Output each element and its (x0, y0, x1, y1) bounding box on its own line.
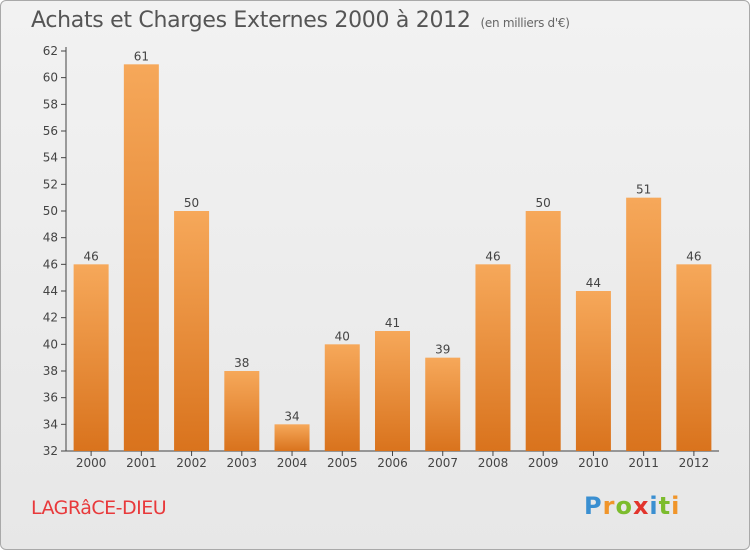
logo-letter: t (658, 492, 672, 520)
logo-letter: o (615, 492, 633, 520)
bar (324, 344, 360, 451)
bar-value-label: 39 (435, 343, 450, 357)
bar-value-label: 38 (234, 356, 249, 370)
x-tick-label: 2000 (76, 456, 107, 470)
y-tick-label: 32 (43, 444, 58, 458)
logo-letter: r (602, 492, 616, 520)
y-tick-label: 50 (43, 204, 58, 218)
bar-value-label: 40 (335, 329, 350, 343)
bar-value-label: 46 (485, 249, 500, 263)
y-tick-label: 36 (43, 391, 58, 405)
logo-letter: i (671, 492, 681, 520)
bar (575, 291, 611, 451)
bar (626, 197, 662, 451)
axis-layer: 32 34 36 38 40 42 44 46 48 50 52 54 56 58 60 62 2000 2001… (43, 44, 719, 470)
bar (375, 331, 410, 451)
bar-value-label: 50 (184, 196, 199, 210)
x-tick-label: 2005 (327, 456, 358, 470)
y-tick-label: 52 (43, 177, 58, 191)
logo-letter: x (632, 492, 650, 520)
bar-value-label: 46 (83, 249, 98, 263)
y-tick-label: 58 (43, 97, 58, 111)
y-tick-label: 34 (43, 417, 58, 431)
x-tick-label: 2008 (478, 456, 509, 470)
x-tick-label: 2006 (377, 456, 408, 470)
x-tick-label: 2010 (578, 456, 609, 470)
x-tick-label: 2002 (176, 456, 207, 470)
y-tick-label: 40 (43, 337, 58, 351)
proxiti-logo[interactable]: Proxiti (584, 492, 680, 520)
y-tick-label: 54 (43, 151, 58, 165)
bar (274, 424, 310, 451)
commune-name: LAGRâCE-DIEU (31, 497, 167, 519)
y-tick-label: 62 (43, 44, 58, 58)
bar-value-label: 51 (636, 183, 651, 197)
bar (73, 264, 109, 451)
x-tick-label: 2001 (126, 456, 157, 470)
x-tick-label: 2007 (427, 456, 458, 470)
y-tick-label: 56 (43, 124, 58, 138)
x-tick-label: 2009 (528, 456, 559, 470)
x-tick-label: 2012 (679, 456, 710, 470)
bar-value-label: 44 (586, 276, 601, 290)
chart-title-text: Achats et Charges Externes 2000 à 2012 (31, 8, 471, 33)
y-tick-label: 46 (43, 257, 58, 271)
bar (475, 264, 511, 451)
bar (676, 264, 712, 451)
y-tick-label: 42 (43, 311, 58, 325)
y-tick-label: 60 (43, 71, 58, 85)
y-tick-label: 48 (43, 231, 58, 245)
x-tick-label: 2003 (227, 456, 258, 470)
y-tick-label: 44 (43, 284, 58, 298)
logo-letter: i (649, 492, 659, 520)
logo-letter: P (584, 492, 603, 520)
chart-title: Achats et Charges Externes 2000 à 2012 (e… (31, 8, 570, 33)
x-tick-label: 2011 (628, 456, 659, 470)
bar (425, 357, 461, 451)
y-tick-label: 38 (43, 364, 58, 378)
bar-value-label: 41 (385, 316, 400, 330)
chart-subtitle: (en milliers d'€) (480, 16, 570, 30)
bar (525, 211, 561, 451)
bar (174, 211, 210, 451)
x-tick-label: 2004 (277, 456, 308, 470)
bar-value-label: 50 (536, 196, 551, 210)
bar-layer: 46 61 50 38 34 40 41 39 46 50 44 51 46 (73, 49, 712, 452)
bar-value-label: 61 (134, 49, 149, 63)
bar-value-label: 46 (686, 249, 701, 263)
bar-value-label: 34 (284, 409, 299, 423)
bar (224, 371, 260, 451)
bar (123, 64, 159, 452)
